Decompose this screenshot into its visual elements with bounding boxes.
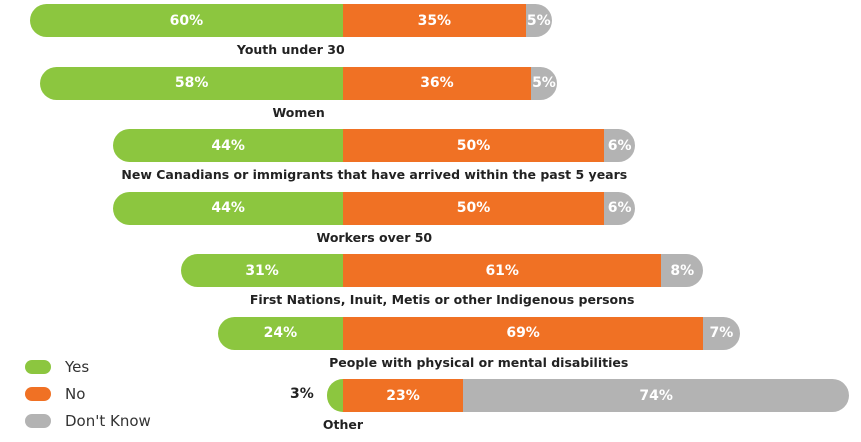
bar-yes: 24%	[217, 316, 343, 350]
category-label: Workers over 50	[316, 229, 433, 245]
bar-dont-know: 5%	[530, 66, 557, 100]
legend-swatch	[25, 387, 51, 401]
bar-dont-know: 7%	[703, 316, 740, 350]
category-label: Women	[272, 104, 325, 120]
bar-no: 69%	[343, 316, 704, 350]
bar-yes: 44%	[113, 191, 343, 225]
bar-yes: 44%	[113, 129, 343, 162]
legend-swatch	[25, 360, 51, 374]
bar-dont-know: 5%	[525, 4, 552, 37]
bar-dont-know: 74%	[463, 379, 850, 412]
bar-yes	[327, 379, 343, 412]
bar-no: 50%	[343, 129, 604, 162]
bar-dont-know: 6%	[604, 129, 636, 162]
legend-label: No	[65, 385, 86, 403]
bar-no: 50%	[343, 191, 604, 225]
bar-yes-value-label: 3%	[290, 386, 314, 402]
bar-yes: 31%	[181, 254, 343, 287]
bar-no: 35%	[343, 4, 526, 37]
legend-label: Yes	[65, 358, 90, 376]
category-label: First Nations, Inuit, Metis or other Ind…	[249, 292, 635, 307]
legend-label: Don't Know	[65, 412, 151, 430]
legend-item: Yes	[25, 358, 89, 376]
bar-yes: 58%	[40, 66, 343, 100]
bar-no: 61%	[343, 254, 662, 287]
legend-swatch	[25, 414, 51, 428]
bar-no: 23%	[343, 379, 464, 412]
bar-no: 36%	[343, 66, 531, 100]
legend-item: Don't Know	[25, 412, 151, 430]
bar-dont-know: 6%	[604, 191, 636, 225]
legend-item: No	[25, 385, 85, 403]
category-label: Youth under 30	[236, 42, 345, 57]
category-label: Other	[322, 417, 364, 432]
category-label: New Canadians or immigrants that have ar…	[121, 167, 628, 182]
bar-yes: 60%	[29, 4, 343, 37]
category-label: People with physical or mental disabilit…	[329, 354, 629, 370]
bar-dont-know: 8%	[661, 254, 704, 287]
